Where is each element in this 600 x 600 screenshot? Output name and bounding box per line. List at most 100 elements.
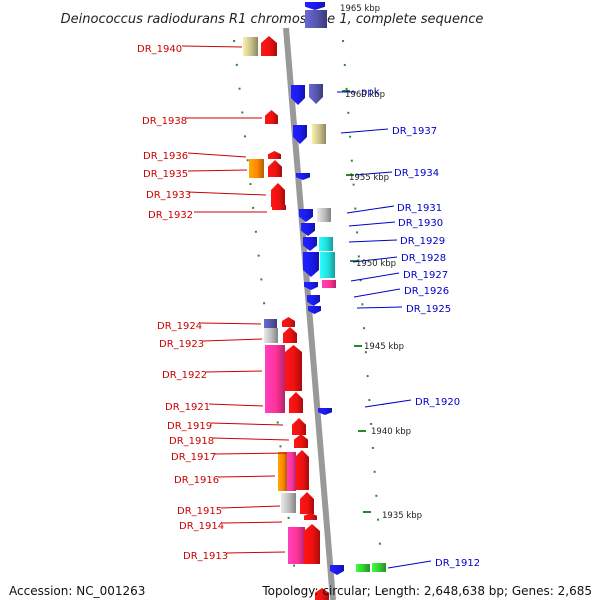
- gene-feature-reverse[interactable]: [301, 223, 315, 236]
- scale-label: 1965 kbp: [340, 4, 380, 14]
- gene-label-DR_1934[interactable]: DR_1934: [394, 168, 439, 179]
- leader-line: [200, 322, 262, 325]
- gene-feature-forward[interactable]: [285, 345, 302, 391]
- gene-feature-reverse[interactable]: [308, 306, 321, 314]
- gene-feature-reverse[interactable]: [307, 295, 320, 306]
- gene-feature-reverse[interactable]: [296, 173, 310, 180]
- leader-line: [208, 403, 264, 407]
- gene-label-DR_1938[interactable]: DR_1938: [142, 116, 187, 127]
- gene-feature-forward[interactable]: [268, 151, 281, 159]
- map-title: Deinococcus radiodurans R1 chromosome 1,…: [61, 12, 484, 27]
- gene-feature-magenta[interactable]: [288, 527, 305, 564]
- gene-feature-reverse[interactable]: [330, 565, 344, 575]
- gene-label-DR_1917[interactable]: DR_1917: [171, 452, 216, 463]
- leader-line: [205, 370, 263, 373]
- gene-label-DR_1931[interactable]: DR_1931: [397, 203, 442, 214]
- gene-feature-magenta[interactable]: [287, 452, 296, 491]
- leader-line: [187, 169, 248, 172]
- gene-feature-reverse[interactable]: [318, 408, 332, 415]
- leader-line: [210, 422, 284, 426]
- gene-label-DR_1940[interactable]: DR_1940: [137, 44, 182, 55]
- leader-line: [217, 475, 276, 478]
- gene-label-DR_1919[interactable]: DR_1919: [167, 421, 212, 432]
- leader-line: [220, 505, 281, 509]
- gene-label-DR_1933[interactable]: DR_1933: [146, 190, 191, 201]
- gene-feature-grey[interactable]: [264, 328, 278, 343]
- gene-feature-olive[interactable]: [243, 37, 258, 56]
- leader-line: [340, 128, 389, 134]
- gene-label-DR_1912[interactable]: DR_1912: [435, 558, 480, 569]
- leader-line: [212, 437, 290, 441]
- gene-feature-magenta[interactable]: [265, 345, 285, 413]
- gene-feature-grey[interactable]: [317, 208, 331, 222]
- gene-label-DR_1915[interactable]: DR_1915: [177, 506, 222, 517]
- gene-label-DR_1935[interactable]: DR_1935: [143, 169, 188, 180]
- gene-feature-forward[interactable]: [304, 524, 320, 564]
- gene-label-DR_1920[interactable]: DR_1920: [415, 397, 460, 408]
- gene-label-DR_1918[interactable]: DR_1918: [169, 436, 214, 447]
- gene-feature-reverse[interactable]: [303, 252, 319, 277]
- gene-feature-forward[interactable]: [272, 202, 286, 210]
- gene-feature-navy[interactable]: [309, 84, 323, 104]
- gene-feature-green[interactable]: [356, 564, 370, 572]
- gene-feature-orange[interactable]: [278, 452, 287, 491]
- gene-feature-reverse[interactable]: [299, 209, 313, 222]
- leader-line: [187, 152, 247, 158]
- gene-label-DR_1913[interactable]: DR_1913: [183, 551, 228, 562]
- gene-feature-orange[interactable]: [249, 159, 264, 178]
- gene-feature-forward[interactable]: [265, 110, 278, 124]
- gene-label-DR_1932[interactable]: DR_1932: [148, 210, 193, 221]
- gene-label-DR_1923[interactable]: DR_1923: [159, 339, 204, 350]
- gene-feature-reverse[interactable]: [291, 85, 305, 105]
- gene-feature-forward[interactable]: [268, 160, 282, 177]
- gene-label-DR_1937[interactable]: DR_1937: [392, 126, 437, 137]
- leader-line: [348, 221, 396, 227]
- gene-label-DR_1936[interactable]: DR_1936: [143, 151, 188, 162]
- gene-label-DR_1930[interactable]: DR_1930: [398, 218, 443, 229]
- track-dotted-line: [342, 39, 385, 600]
- gene-label-DR_1914[interactable]: DR_1914: [179, 521, 224, 532]
- gene-feature-forward[interactable]: [261, 36, 277, 56]
- gene-label-DR_1929[interactable]: DR_1929: [400, 236, 445, 247]
- gene-feature-green[interactable]: [372, 563, 386, 572]
- leader-line: [350, 272, 400, 282]
- gene-feature-navy[interactable]: [264, 319, 277, 329]
- gene-label-DR_1916[interactable]: DR_1916: [174, 475, 219, 486]
- gene-label-DR_1921[interactable]: DR_1921: [165, 402, 210, 413]
- leader-line: [187, 191, 267, 196]
- gene-feature-reverse[interactable]: [303, 237, 317, 251]
- gene-feature-forward[interactable]: [295, 450, 309, 490]
- genome-summary: Topology: circular; Length: 2,648,638 bp…: [262, 584, 592, 598]
- gene-label-DR_1925[interactable]: DR_1925: [406, 304, 451, 315]
- gene-feature-forward[interactable]: [304, 513, 317, 520]
- gene-feature-forward[interactable]: [292, 418, 306, 435]
- gene-feature-forward[interactable]: [289, 392, 303, 413]
- gene-feature-magenta[interactable]: [322, 280, 336, 288]
- gene-features: [243, 2, 386, 600]
- gene-feature-forward[interactable]: [300, 492, 314, 514]
- gene-feature-reverse[interactable]: [305, 2, 325, 10]
- gene-feature-reverse[interactable]: [304, 282, 318, 290]
- gene-feature-forward[interactable]: [315, 588, 329, 600]
- gene-feature-cyan[interactable]: [319, 237, 333, 251]
- gene-feature-forward[interactable]: [283, 327, 297, 343]
- gene-feature-forward[interactable]: [282, 317, 295, 327]
- gene-label-DR_1928[interactable]: DR_1928: [401, 253, 446, 264]
- gene-feature-grey[interactable]: [281, 493, 296, 513]
- gene-feature-cyan[interactable]: [320, 252, 335, 278]
- gene-feature-forward[interactable]: [271, 183, 285, 207]
- gene-label-DR_1922[interactable]: DR_1922: [162, 370, 207, 381]
- accession-text: Accession: NC_001263: [9, 584, 146, 598]
- gene-feature-olive[interactable]: [312, 124, 326, 144]
- leader-line: [348, 239, 398, 243]
- gene-feature-reverse[interactable]: [293, 125, 307, 144]
- gene-label-ppk[interactable]: ppk: [361, 87, 380, 98]
- gene-label-DR_1924[interactable]: DR_1924: [157, 321, 202, 332]
- gene-label-DR_1926[interactable]: DR_1926: [404, 286, 449, 297]
- leader-line: [364, 399, 412, 408]
- gene-feature-navy[interactable]: [305, 10, 327, 28]
- gene-feature-forward[interactable]: [294, 434, 308, 448]
- scale-label: 1945 kbp: [364, 342, 404, 352]
- gene-label-DR_1927[interactable]: DR_1927: [403, 270, 448, 281]
